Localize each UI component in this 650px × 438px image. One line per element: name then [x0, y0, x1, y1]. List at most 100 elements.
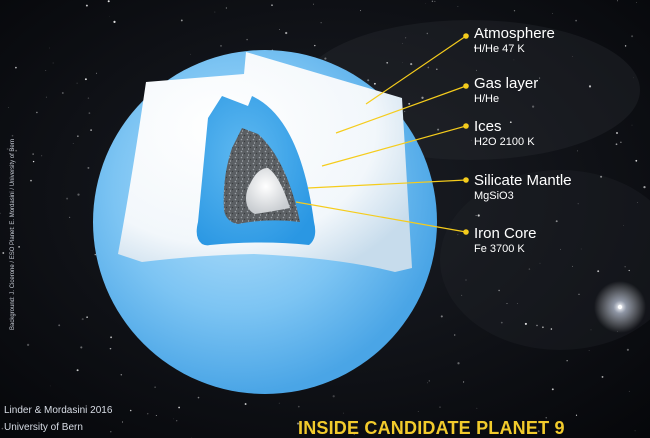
star	[120, 374, 123, 376]
star	[72, 143, 74, 145]
atmosphere-leader-line	[365, 35, 467, 105]
star	[76, 369, 79, 372]
star	[597, 270, 600, 273]
silicate-mantle-leader-line	[307, 179, 467, 189]
star	[465, 279, 467, 281]
star	[633, 77, 634, 79]
star	[173, 418, 174, 420]
star	[473, 46, 476, 49]
layer-name: Atmosphere	[474, 25, 555, 42]
star	[342, 412, 344, 414]
star	[600, 175, 603, 178]
star	[66, 197, 69, 200]
star	[550, 328, 553, 330]
layer-detail: H/He 47 K	[474, 43, 525, 55]
star	[539, 262, 541, 264]
star	[297, 405, 300, 408]
star	[2, 252, 5, 254]
star	[8, 107, 10, 108]
star	[225, 7, 227, 9]
star	[36, 111, 38, 114]
star	[498, 289, 500, 292]
star	[107, 0, 110, 3]
star	[436, 68, 438, 70]
star	[402, 62, 403, 63]
star	[440, 315, 443, 318]
star	[332, 395, 335, 398]
label-leader-lines	[295, 35, 467, 233]
star	[12, 148, 14, 150]
star	[588, 85, 592, 88]
layer-name: Gas layer	[474, 75, 539, 92]
star	[374, 82, 376, 85]
star	[11, 134, 14, 137]
star	[575, 414, 578, 416]
layer-detail: MgSiO3	[474, 190, 514, 202]
star	[559, 248, 562, 250]
star	[88, 112, 91, 114]
star	[578, 293, 580, 295]
gas-layer-label: Gas layer H/He	[474, 76, 538, 105]
star	[197, 396, 200, 399]
star	[45, 96, 47, 98]
gas-layer-leader-line	[335, 85, 467, 134]
star	[615, 143, 618, 146]
star	[41, 155, 43, 157]
star	[271, 4, 273, 6]
star	[58, 324, 61, 327]
star	[454, 334, 456, 336]
iron-core-leader-line	[295, 201, 467, 233]
star	[528, 268, 531, 270]
star	[314, 44, 316, 47]
iron-core-dot	[463, 229, 469, 235]
star	[110, 336, 113, 339]
star	[566, 360, 568, 362]
planet-cutaway	[93, 50, 437, 394]
star	[121, 421, 123, 423]
star	[15, 66, 17, 69]
star	[626, 348, 629, 351]
atmosphere-label: Atmosphere H/He 47 K	[474, 26, 555, 55]
star	[521, 180, 523, 181]
star	[476, 407, 478, 409]
star	[49, 385, 51, 387]
star	[109, 347, 112, 350]
star	[539, 77, 541, 79]
star	[353, 432, 356, 435]
star	[96, 72, 97, 74]
star	[87, 166, 90, 169]
star	[461, 294, 463, 296]
star	[536, 324, 538, 327]
star	[457, 234, 459, 236]
star	[457, 6, 459, 7]
star	[279, 29, 280, 30]
ices-label: Ices H2O 2100 K	[474, 119, 535, 148]
star	[572, 265, 573, 267]
silicate-mantle-label: Silicate Mantle MgSiO3	[474, 173, 572, 202]
star	[80, 346, 83, 349]
star	[110, 431, 112, 433]
star	[545, 417, 547, 419]
star	[601, 375, 604, 378]
star	[580, 248, 582, 250]
star	[434, 0, 436, 2]
star	[410, 63, 413, 66]
layer-detail: H/He	[474, 93, 500, 105]
iron-core-label: Iron Core Fe 3700 K	[474, 226, 537, 255]
gas-layer-dot	[463, 83, 469, 89]
star	[590, 329, 592, 331]
star	[6, 148, 9, 150]
silicate-mantle-dot	[463, 177, 469, 183]
star	[428, 380, 430, 382]
star	[309, 427, 312, 430]
star	[45, 70, 47, 72]
star	[18, 246, 20, 248]
star	[624, 45, 627, 47]
image-credit-vertical: Background: J. Cicerone / ESO Planet: E.…	[10, 138, 16, 330]
star	[463, 381, 465, 383]
star	[15, 149, 17, 152]
star	[176, 420, 178, 422]
layer-name: Iron Core	[474, 225, 537, 242]
